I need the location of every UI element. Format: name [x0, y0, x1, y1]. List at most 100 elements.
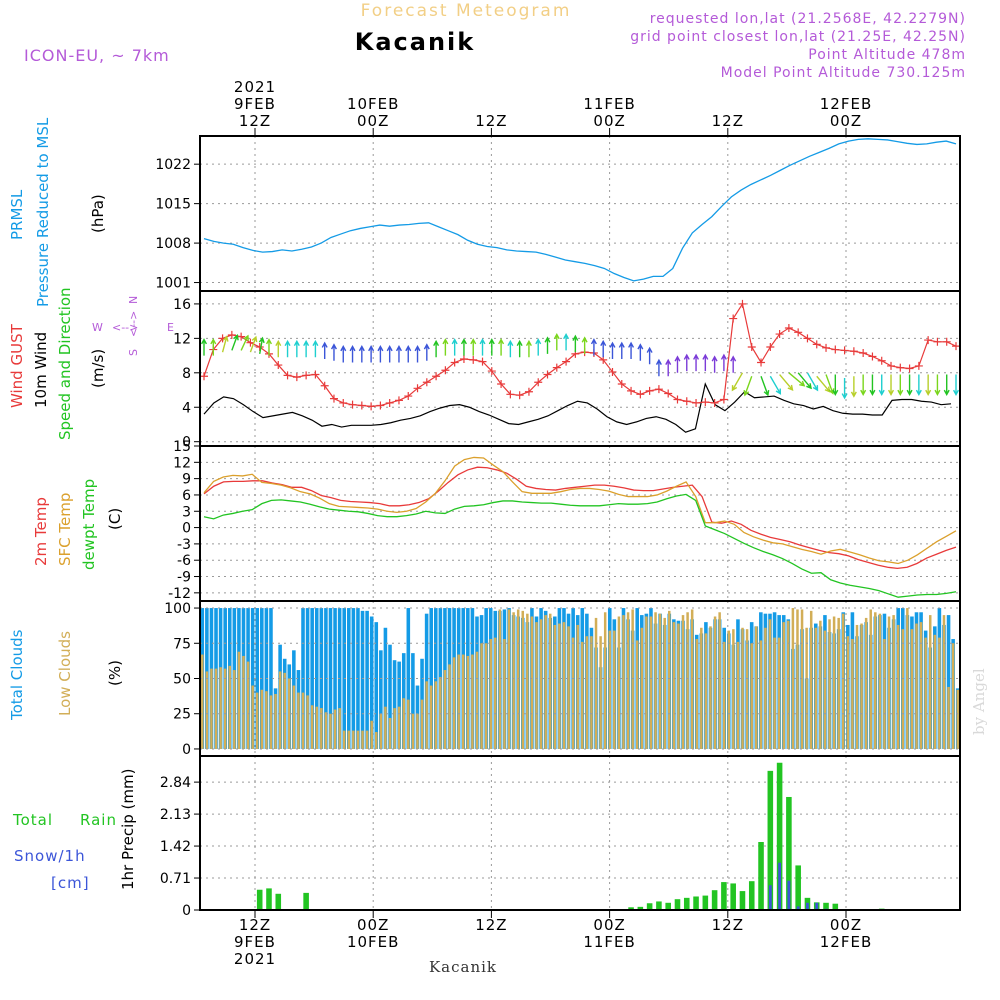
wind-arrow: [646, 346, 653, 365]
wind-arrow: [665, 358, 672, 377]
gust-marker: [859, 349, 868, 357]
page-title: Kacanik: [355, 28, 476, 56]
low-cloud-bar: [342, 730, 346, 749]
x-tick-label: 11FEB: [583, 933, 635, 951]
low-cloud-bar: [237, 651, 241, 749]
gust-marker: [376, 401, 385, 410]
low-cloud-bar: [658, 613, 662, 749]
low-cloud-bar: [370, 720, 373, 749]
panel-frame: [199, 445, 961, 602]
wind-arrow: [943, 374, 950, 396]
x-tick-label: 12Z: [475, 916, 507, 934]
gust-marker: [877, 356, 886, 365]
gust-marker: [673, 395, 682, 404]
gust-marker: [822, 343, 831, 352]
total-cloud-bar: [305, 608, 310, 749]
low-cloud-bar: [695, 639, 698, 749]
low-cloud-bar: [416, 713, 419, 749]
wind-line: [203, 382, 952, 433]
x-tick-label: 11FEB: [583, 95, 635, 113]
wind-arrow: [674, 355, 681, 373]
rain-bar: [711, 890, 718, 910]
wind-arrow: [779, 374, 794, 391]
wind-arrow: [628, 341, 635, 360]
snow-bar: [787, 880, 791, 910]
label-prmsl: PRMSL: [8, 189, 26, 240]
low-cloud-bar: [846, 636, 850, 749]
low-cloud-bar: [942, 615, 946, 749]
low-cloud-bar: [201, 654, 204, 749]
label-ms: (m/s): [89, 349, 107, 388]
total-cloud-bar: [374, 622, 379, 749]
low-cloud-bar: [397, 706, 401, 749]
wind-arrow: [433, 339, 440, 358]
model-altitude: Model Point Altitude 730.125m: [721, 65, 966, 81]
snow-bar: [778, 862, 781, 910]
low-cloud-bar: [892, 615, 895, 749]
gust-marker: [487, 367, 496, 376]
gust-marker: [227, 330, 236, 339]
snow-bar: [796, 906, 800, 910]
low-cloud-bar: [613, 630, 616, 749]
x-tick-label: 00Z: [830, 112, 862, 130]
label-2m-temp: 2m Temp: [32, 497, 50, 566]
total-cloud-bar: [379, 650, 383, 749]
x-tick-label: 2021: [234, 950, 276, 968]
wind-arrow: [693, 353, 700, 372]
low-cloud-bar: [814, 627, 818, 749]
wind-arrow: [498, 338, 505, 356]
subtitle: Forecast Meteogram: [361, 1, 572, 21]
wind-arrow: [358, 345, 365, 363]
low-cloud-bar: [246, 661, 250, 749]
total-cloud-bar: [406, 608, 411, 749]
low-cloud-bar: [631, 609, 634, 749]
low-cloud-bar: [507, 609, 511, 749]
low-cloud-bar: [288, 678, 291, 749]
gust-marker: [924, 336, 933, 345]
low-cloud-bar: [223, 668, 227, 749]
low-cloud-bar: [329, 713, 332, 749]
wind-arrow: [544, 336, 551, 354]
panel-3: 0 25 50 75 100: [164, 601, 960, 758]
wind-arrow: [535, 338, 542, 356]
gridpoint-coords: grid point closest lon,lat (21.25E, 42.2…: [630, 29, 966, 45]
wind-arrow: [841, 377, 848, 400]
gust-marker: [784, 324, 793, 333]
label-cm: [cm]: [51, 874, 90, 892]
label-low-clouds: Low Clouds: [56, 631, 74, 716]
wind-arrow: [210, 338, 217, 356]
total-cloud-bar: [255, 608, 260, 749]
low-cloud-bar: [672, 622, 676, 749]
total-cloud-bar: [365, 610, 369, 749]
low-cloud-bar: [278, 671, 282, 749]
x-tick-label: 00Z: [593, 112, 625, 130]
low-cloud-bar: [402, 698, 405, 749]
low-cloud-bar: [837, 617, 840, 749]
rain-bar: [832, 903, 839, 910]
low-cloud-bar: [356, 730, 360, 749]
wind-arrow: [312, 339, 319, 358]
label-10m-wind: 10m Wind: [32, 332, 50, 408]
wind-arrow: [377, 345, 384, 363]
low-cloud-bar: [938, 637, 941, 749]
low-cloud-bar: [484, 643, 488, 749]
wind-arrow: [797, 372, 812, 390]
low-cloud-bar: [530, 616, 534, 749]
gust-marker: [942, 337, 951, 346]
gust-marker: [413, 384, 422, 393]
pressure-labels: PRMSL Pressure Reduced to MSL (hPa): [8, 117, 107, 307]
wind-arrow: [275, 339, 282, 358]
y-tick-label: 12: [173, 331, 191, 347]
gust-marker: [367, 402, 376, 411]
wind-arrow: [303, 339, 310, 358]
total-cloud-bar: [397, 661, 401, 749]
y-tick-label: -9: [177, 570, 191, 586]
low-cloud-bar: [283, 672, 286, 749]
gust-marker: [636, 390, 645, 399]
low-cloud-bar: [333, 709, 337, 749]
wind-arrow: [730, 355, 737, 373]
rain-bar: [665, 902, 671, 910]
low-cloud-bar: [516, 609, 520, 749]
low-cloud-bar: [869, 609, 872, 749]
gust-marker: [933, 337, 942, 346]
